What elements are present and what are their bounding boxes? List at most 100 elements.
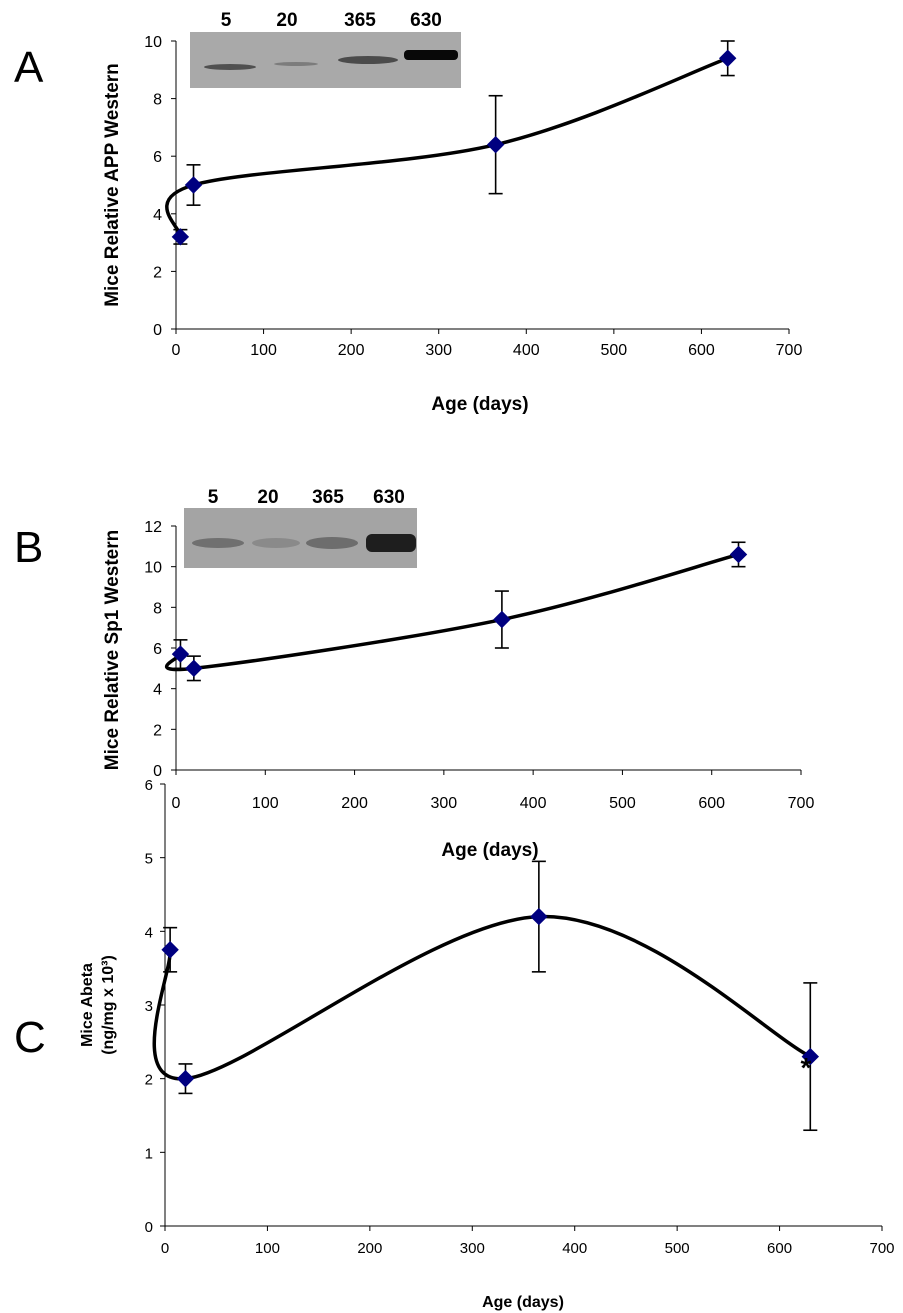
x-tick-label-c-4: 400 bbox=[562, 1240, 587, 1257]
data-point-a-2 bbox=[486, 135, 505, 154]
y-tick-label-c-5: 5 bbox=[145, 851, 153, 868]
blot-lane-label-a-20: 20 bbox=[276, 10, 297, 31]
y-tick-label-b-6: 12 bbox=[144, 519, 162, 536]
plot-area-a: 0 100 200 300 400 500 600 700 0 2 4 6 8 10 bbox=[144, 34, 802, 359]
x-tick-label-b-7: 700 bbox=[788, 795, 815, 812]
blot-lane-label-b-5: 5 bbox=[208, 487, 219, 508]
y-tick-label-c-1: 1 bbox=[145, 1145, 153, 1162]
panel-letter-b: B bbox=[14, 523, 43, 572]
y-tick-label-c-0: 0 bbox=[145, 1219, 153, 1236]
x-tick-label-c-2: 200 bbox=[357, 1240, 382, 1257]
data-point-b-1 bbox=[185, 659, 203, 678]
data-point-c-0 bbox=[161, 941, 179, 959]
y-tick-label-b-5: 10 bbox=[144, 560, 162, 577]
y-axis-subtitle-c: (ng/mg x 10³) bbox=[100, 955, 117, 1055]
y-tick-label-b-4: 8 bbox=[153, 600, 162, 617]
y-tick-label-a-4: 8 bbox=[153, 92, 162, 109]
plot-area-c: 0 100 200 300 400 500 600 700 0 1 2 3 4 5 6 * bbox=[145, 777, 895, 1257]
y-axis-title-a: Mice Relative APP Western bbox=[102, 63, 123, 307]
plot-area-b: 0 100 200 300 400 500 600 700 0 2 4 6 8 10 12 bbox=[144, 519, 814, 812]
data-point-c-1 bbox=[176, 1069, 195, 1088]
significance-asterisk: * bbox=[801, 1052, 812, 1083]
y-tick-label-a-0: 0 bbox=[153, 322, 162, 339]
x-tick-label-c-1: 100 bbox=[255, 1240, 280, 1257]
data-marks-b bbox=[164, 541, 748, 682]
x-tick-label-c-6: 600 bbox=[767, 1240, 792, 1257]
y-axis-title-c: Mice Abeta bbox=[79, 963, 96, 1047]
blot-band-a-630 bbox=[404, 50, 458, 60]
y-tick-label-c-3: 3 bbox=[145, 998, 153, 1015]
y-tick-label-b-0: 0 bbox=[153, 763, 162, 780]
y-tick-label-b-3: 6 bbox=[153, 641, 162, 658]
western-blot-inset-a: 5 20 365 630 bbox=[190, 10, 461, 88]
x-axis-title-a: Age (days) bbox=[431, 394, 528, 415]
panel-letter-c: C bbox=[14, 1013, 46, 1062]
x-tick-label-b-5: 500 bbox=[609, 795, 636, 812]
y-tick-label-c-2: 2 bbox=[145, 1072, 153, 1089]
data-point-b-2 bbox=[493, 610, 511, 629]
blot-band-a-5 bbox=[204, 64, 256, 70]
x-tick-label-a-7: 700 bbox=[776, 342, 803, 359]
data-point-c-3 bbox=[801, 1047, 820, 1066]
panel-a: A Mice Relative APP Western Age (days) 5… bbox=[14, 10, 802, 415]
x-tick-label-b-0: 0 bbox=[172, 795, 181, 812]
x-tick-label-c-5: 500 bbox=[665, 1240, 690, 1257]
y-tick-label-b-2: 4 bbox=[153, 682, 162, 699]
panel-b: B Mice Relative Sp1 Western Age (days) 5… bbox=[14, 487, 814, 861]
x-tick-label-b-6: 600 bbox=[698, 795, 725, 812]
series-line-b bbox=[164, 552, 739, 672]
x-tick-label-b-4: 400 bbox=[520, 795, 547, 812]
data-marks-c bbox=[152, 860, 820, 1132]
blot-lane-label-a-5: 5 bbox=[221, 10, 232, 31]
data-marks-a bbox=[165, 40, 737, 246]
x-tick-label-a-0: 0 bbox=[172, 342, 181, 359]
panel-c: C Mice Abeta (ng/mg x 10³) Age (days) 0 1… bbox=[14, 777, 895, 1311]
blot-band-a-365 bbox=[338, 56, 398, 64]
y-tick-label-c-6: 6 bbox=[145, 777, 153, 794]
panel-letter-a: A bbox=[14, 43, 44, 92]
y-tick-label-a-3: 6 bbox=[153, 149, 162, 166]
data-point-c-2 bbox=[530, 907, 548, 926]
y-tick-label-a-1: 2 bbox=[153, 264, 162, 281]
x-tick-label-b-2: 200 bbox=[341, 795, 368, 812]
western-blot-inset-b: 5 20 365 630 bbox=[184, 487, 417, 568]
x-tick-label-b-3: 300 bbox=[431, 795, 458, 812]
y-tick-label-b-1: 2 bbox=[153, 722, 162, 739]
blot-band-b-365 bbox=[306, 537, 358, 549]
x-tick-label-a-5: 500 bbox=[601, 342, 628, 359]
y-tick-label-a-5: 10 bbox=[144, 34, 162, 51]
blot-band-b-5 bbox=[192, 538, 244, 548]
series-line-c bbox=[152, 914, 812, 1081]
data-point-a-3 bbox=[718, 49, 737, 67]
series-line-a bbox=[165, 56, 729, 238]
data-point-b-3 bbox=[729, 545, 748, 564]
blot-band-b-20 bbox=[252, 538, 300, 548]
x-axis-title-c: Age (days) bbox=[482, 1294, 564, 1311]
x-tick-label-a-1: 100 bbox=[250, 342, 277, 359]
blot-lane-label-b-20: 20 bbox=[257, 487, 278, 508]
blot-lane-label-b-630: 630 bbox=[373, 487, 405, 508]
blot-lane-label-a-365: 365 bbox=[344, 10, 376, 31]
x-tick-label-a-6: 600 bbox=[688, 342, 715, 359]
blot-lane-label-a-630: 630 bbox=[410, 10, 442, 31]
data-point-b-0 bbox=[171, 645, 190, 663]
x-tick-label-c-0: 0 bbox=[161, 1240, 169, 1257]
y-tick-label-a-2: 4 bbox=[153, 207, 162, 224]
x-tick-label-a-2: 200 bbox=[338, 342, 365, 359]
x-tick-label-a-4: 400 bbox=[513, 342, 540, 359]
x-tick-label-b-1: 100 bbox=[252, 795, 279, 812]
data-point-a-1 bbox=[184, 176, 203, 194]
data-point-a-0 bbox=[171, 228, 190, 246]
y-axis-title-b: Mice Relative Sp1 Western bbox=[102, 530, 123, 770]
x-tick-label-c-3: 300 bbox=[460, 1240, 485, 1257]
blot-lane-label-b-365: 365 bbox=[312, 487, 344, 508]
x-axis-title-b: Age (days) bbox=[441, 840, 538, 861]
blot-band-b-630 bbox=[366, 534, 416, 552]
axis-ticks-a: 0 100 200 300 400 500 600 700 0 2 4 6 8 10 bbox=[144, 34, 802, 359]
axis-ticks-c: 0 100 200 300 400 500 600 700 0 1 2 3 4 5 6 bbox=[145, 777, 895, 1257]
blot-band-a-20 bbox=[274, 62, 318, 66]
axis-ticks-b: 0 100 200 300 400 500 600 700 0 2 4 6 8 10 12 bbox=[144, 519, 814, 812]
x-tick-label-a-3: 300 bbox=[425, 342, 452, 359]
x-tick-label-c-7: 700 bbox=[869, 1240, 894, 1257]
